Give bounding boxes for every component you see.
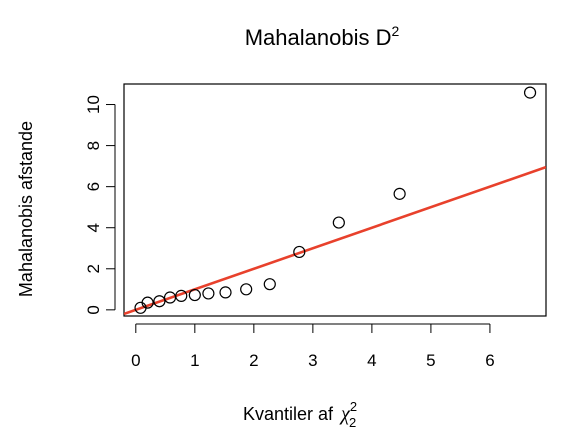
x-axis-title-chi-sub: 2 — [349, 415, 356, 430]
x-axis-title-chi: χ — [339, 403, 351, 425]
data-point — [153, 295, 166, 308]
data-point — [141, 296, 154, 309]
data-point — [393, 187, 406, 200]
x-tick-label: 3 — [308, 351, 317, 370]
x-tick-label: 0 — [131, 351, 140, 370]
y-tick-label: 8 — [84, 141, 103, 150]
chart-title-superscript: 2 — [391, 23, 399, 39]
data-point — [240, 283, 253, 296]
x-tick-label: 5 — [426, 351, 435, 370]
x-tick-label: 6 — [485, 351, 494, 370]
data-point — [263, 278, 276, 291]
x-tick-label: 2 — [249, 351, 258, 370]
y-axis-title: Mahalanobis afstande — [16, 121, 36, 297]
data-point — [188, 288, 201, 302]
x-tick-label: 1 — [190, 351, 199, 370]
y-tick-label: 4 — [84, 223, 103, 232]
x-tick-label: 4 — [367, 351, 376, 370]
y-tick-label: 2 — [84, 264, 103, 273]
data-point — [523, 86, 537, 99]
data-point — [202, 287, 215, 300]
plot-area: 0 1 2 3 4 5 6 0 2 4 6 8 10 — [84, 83, 547, 370]
reference-line — [124, 165, 546, 316]
data-point — [293, 245, 306, 259]
x-axis-title: Kvantiler af χ2 2 — [243, 399, 357, 430]
plot-box — [123, 83, 547, 317]
data-point — [332, 216, 345, 229]
data-point — [175, 289, 188, 302]
y-tick-label: 10 — [84, 95, 103, 114]
y-tick-label: 6 — [84, 182, 103, 191]
chart-title: Mahalanobis D2 — [245, 23, 400, 50]
x-axis-title-chi-sup: 2 — [350, 399, 357, 414]
x-axis-title-text: Kvantiler af — [243, 404, 334, 424]
chart-title-main: Mahalanobis D — [245, 25, 392, 50]
y-tick-label: 0 — [84, 305, 103, 314]
data-point — [219, 286, 232, 299]
